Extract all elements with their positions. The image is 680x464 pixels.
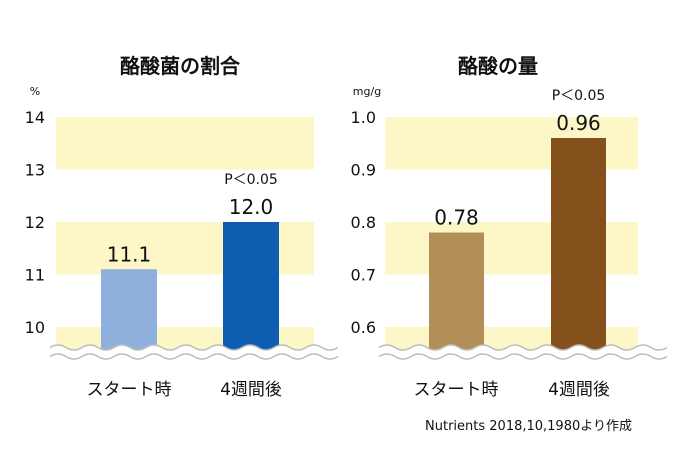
bar-value-label: 12.0 bbox=[229, 195, 274, 219]
bar-1 bbox=[429, 232, 484, 354]
y-tick-label: 0.7 bbox=[351, 266, 376, 285]
bar-value-label: 0.96 bbox=[556, 111, 601, 135]
axis-break-line bbox=[378, 353, 668, 360]
y-tick-label: 0.8 bbox=[351, 213, 376, 232]
y-axis-unit-label: mg/g bbox=[353, 85, 381, 98]
x-category-label: スタート時 bbox=[87, 380, 172, 400]
y-tick-label: 13 bbox=[25, 161, 45, 180]
bar-value-label: 0.78 bbox=[434, 206, 479, 230]
y-tick-label: 0.6 bbox=[351, 318, 376, 337]
chart-title: 酪酸菌の割合 bbox=[120, 54, 241, 78]
x-category-label: 4週間後 bbox=[548, 380, 610, 400]
chart-title: 酪酸の量 bbox=[458, 54, 538, 78]
axis-break-gap bbox=[47, 345, 341, 359]
source-note: Nutrients 2018,10,1980より作成 bbox=[425, 419, 632, 434]
y-axis-unit-label: % bbox=[30, 85, 40, 98]
x-category-label: スタート時 bbox=[414, 380, 499, 400]
y-tick-label: 1.0 bbox=[351, 108, 376, 127]
y-tick-label: 0.9 bbox=[351, 161, 376, 180]
axis-break-line bbox=[49, 353, 339, 360]
axis-break-gap bbox=[376, 345, 670, 359]
bar-2 bbox=[223, 222, 279, 354]
x-category-label: 4週間後 bbox=[220, 380, 282, 400]
bar-2 bbox=[551, 138, 606, 354]
bar-1 bbox=[101, 269, 157, 354]
y-tick-label: 10 bbox=[25, 318, 45, 337]
significance-annotation: P＜0.05 bbox=[224, 172, 278, 188]
significance-annotation: P＜0.05 bbox=[552, 88, 606, 104]
axis-break-line bbox=[378, 344, 668, 351]
y-tick-label: 11 bbox=[25, 266, 45, 285]
y-tick-label: 12 bbox=[25, 213, 45, 232]
y-tick-label: 14 bbox=[25, 108, 45, 127]
background-band bbox=[56, 117, 314, 170]
bar-value-label: 11.1 bbox=[107, 242, 152, 266]
axis-break-line bbox=[49, 344, 339, 351]
